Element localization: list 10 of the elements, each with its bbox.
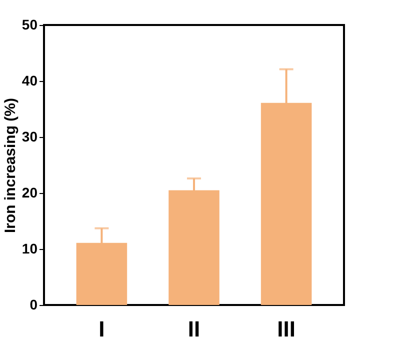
y-tick-label: 50	[22, 16, 38, 32]
y-tick-label: 40	[22, 72, 38, 88]
y-tick-label: 10	[22, 240, 38, 256]
y-tick-label: 30	[22, 128, 38, 144]
y-axis-title: Iron increasing (%)	[2, 98, 19, 234]
y-tick-label: 20	[22, 184, 38, 200]
x-tick-label: II	[188, 316, 200, 342]
y-tick-label: 0	[30, 296, 38, 312]
x-tick-label: III	[277, 316, 296, 342]
x-tick-label: I	[98, 316, 105, 342]
